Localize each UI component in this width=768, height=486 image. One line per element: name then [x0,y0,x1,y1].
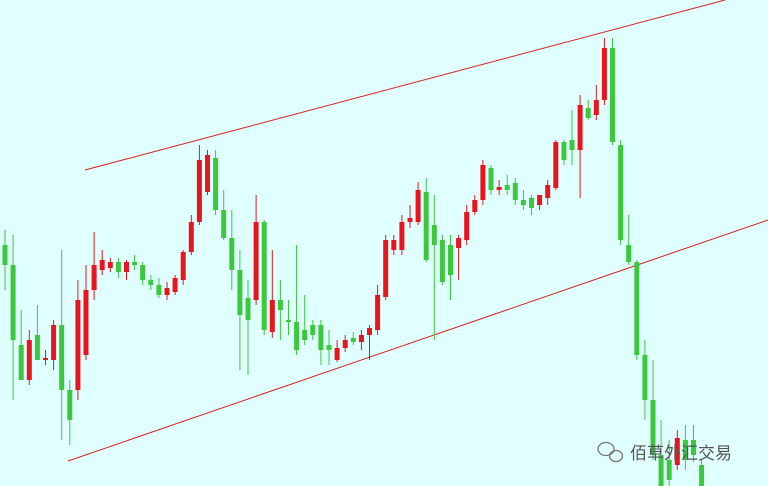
candle-body [205,155,210,192]
candle-body [601,48,607,100]
candle-body [593,100,599,115]
candle-body [658,455,664,486]
candle-body [156,285,162,295]
candle-body [302,330,308,340]
candle-body [618,145,624,240]
candle-body [358,335,364,342]
candle-body [83,290,89,355]
candle-body [569,140,575,150]
candle-body [464,212,470,240]
candle-body [59,325,65,390]
candle-body [237,270,243,315]
candle-body [115,262,121,272]
candle-body [310,325,316,335]
candle-body [18,345,24,380]
candle-body [682,440,688,460]
candle-body [75,300,81,390]
candle-body [26,340,32,380]
candle-body [545,185,551,198]
candle-body [326,345,332,350]
candle-body [213,158,219,210]
candle-body [391,240,397,250]
candle-body [196,160,202,222]
candle-body [472,200,478,212]
candle-body [666,460,672,480]
candle-body [286,320,291,322]
candle-body [269,300,275,332]
candle-body [253,222,259,300]
candle-body [367,328,372,335]
candle-body [294,322,300,350]
candle-body [480,165,486,200]
candle-body [642,355,648,400]
candle-body [699,465,705,486]
candle-body [456,238,462,248]
candle-body [504,185,510,190]
candle-body [577,105,583,150]
candle-body [221,210,227,238]
candle-body [407,218,413,222]
candle-body [51,325,57,360]
candle-body [67,390,73,420]
candle-body [520,200,526,205]
candle-body [318,325,324,350]
candle-body [448,245,453,275]
candle-body [261,222,267,330]
candle-body [229,238,235,270]
candle-body [2,245,8,265]
candle-body [172,278,178,292]
candle-body [431,225,437,245]
wechat-icon [597,441,624,463]
candle-body [10,265,16,340]
candle-body [334,348,340,360]
candle-body [91,265,97,290]
candle-body [585,108,591,118]
candle-body [553,142,559,188]
candle-body [124,262,129,272]
candle-body [383,240,389,297]
channel-upper [84,0,726,171]
watermark: 佰草外汇交易 [630,444,732,464]
candle-body [512,183,518,200]
candle-body [537,195,543,205]
candle-body [164,288,170,295]
candle-body [650,400,656,455]
candle-body [674,438,680,465]
candle-body [423,192,429,260]
candle-body [140,265,146,280]
candle-body [148,280,154,285]
candle-body [496,187,502,190]
candle-body [626,245,632,262]
candle-body [375,295,381,330]
candle-body [43,358,48,360]
candle-body [342,340,348,348]
candle-body [634,262,640,355]
candle-body [107,262,113,268]
candle-body [34,335,40,360]
candle-body [439,240,445,282]
candle-body [180,252,186,280]
candle-body [488,168,494,190]
candle-body [99,260,105,270]
candle-body [188,222,194,252]
candle-body [529,198,534,208]
candle-body [691,440,696,455]
candle-body [399,222,405,250]
candle-body [610,48,615,142]
candle-body [277,300,283,310]
candle-body [350,338,356,342]
candle-body [132,262,138,265]
candle-body [415,190,421,222]
candle-body [561,142,567,160]
candle-body [245,298,251,320]
channel-lower [67,219,768,462]
